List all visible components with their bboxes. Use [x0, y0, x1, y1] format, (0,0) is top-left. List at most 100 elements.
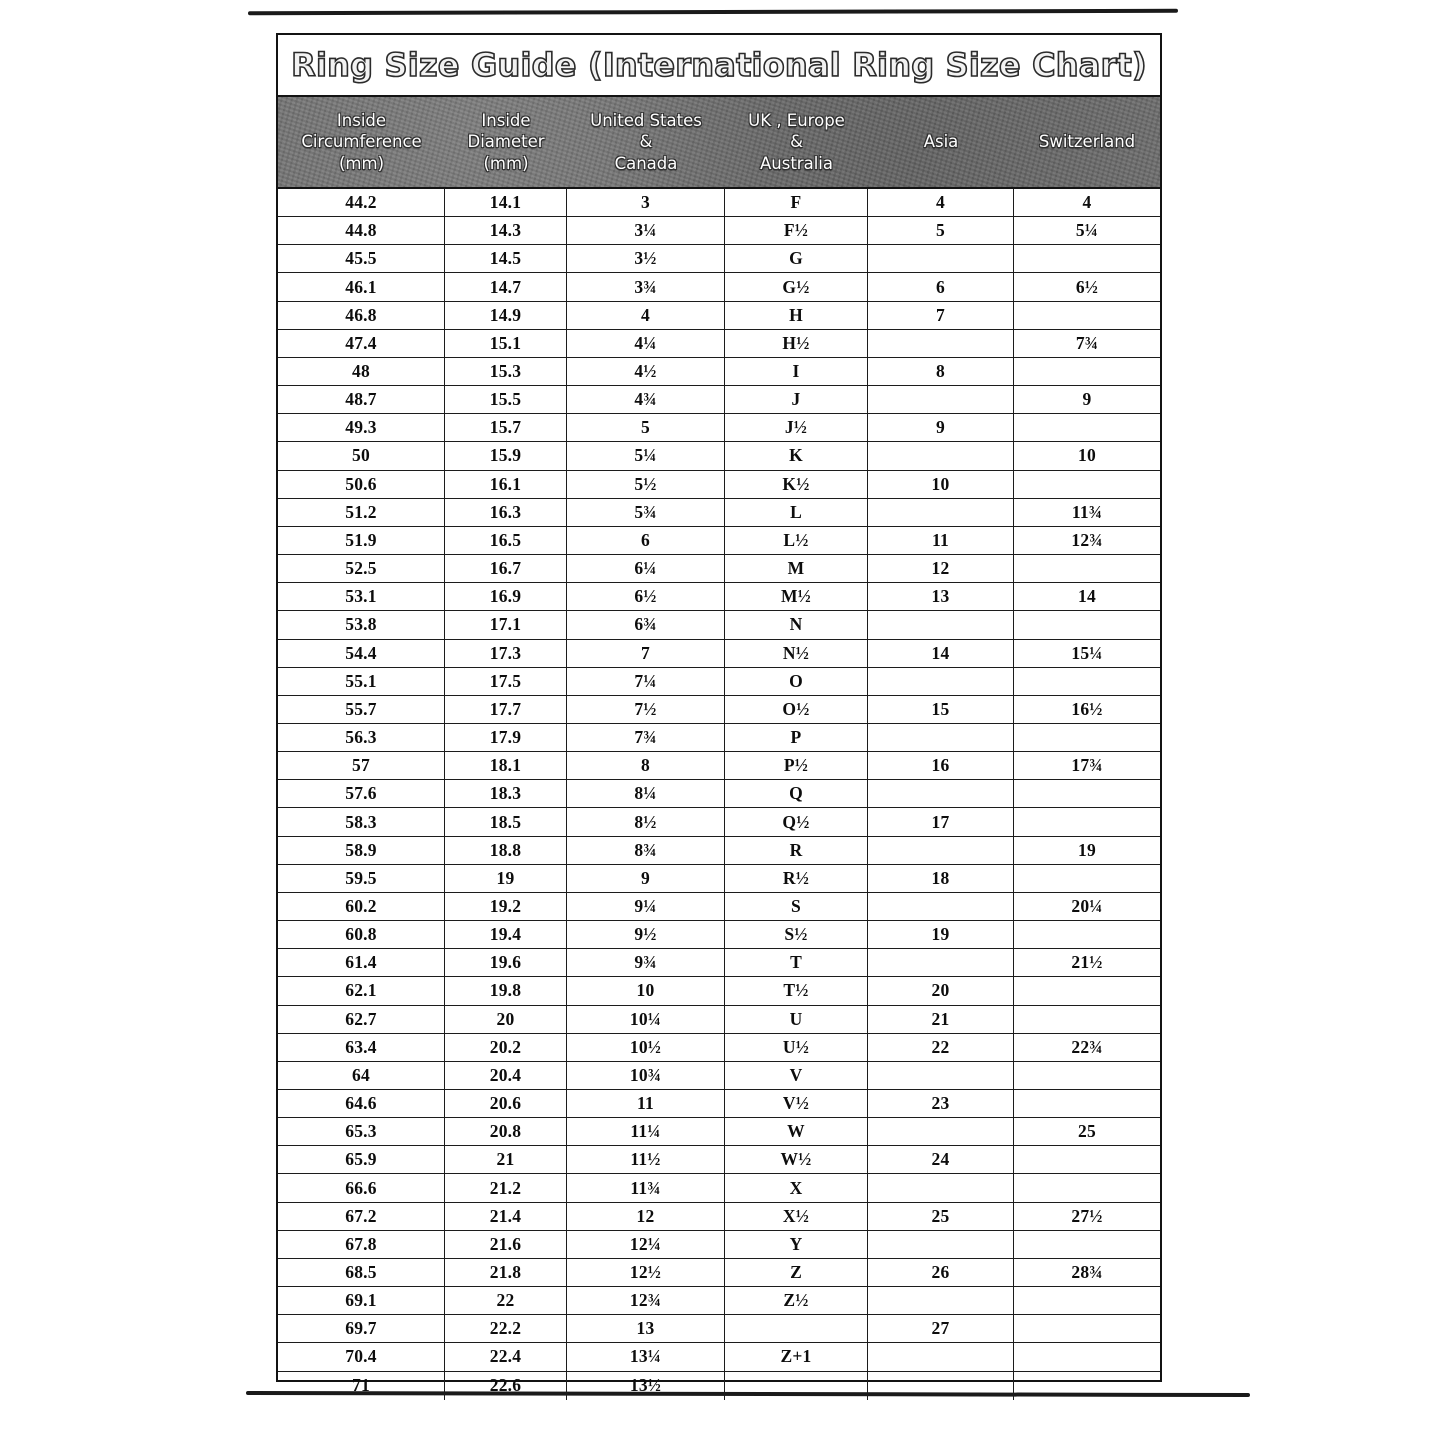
cell-inside-diameter: 17.1 [445, 611, 567, 639]
cell-inside-diameter: 19.4 [445, 921, 567, 949]
table-row: 69.7 22.2 13 27 [278, 1315, 1160, 1344]
cell-uk-europe-australia: S½ [725, 921, 868, 949]
cell-inside-circumference: 67.2 [278, 1202, 445, 1230]
cell-switzerland [1014, 865, 1160, 892]
table-row: 66.6 21.2 11¾ X [278, 1174, 1160, 1203]
cell-us-canada: 12¾ [567, 1287, 725, 1315]
cell-us-canada: 7¾ [567, 723, 725, 752]
cell-asia [868, 245, 1014, 273]
cell-asia: 8 [868, 357, 1014, 386]
cell-uk-europe-australia: U½ [725, 1033, 868, 1061]
cell-us-canada: 9¼ [567, 892, 725, 921]
cell-us-canada: 12¼ [567, 1230, 725, 1258]
cell-inside-diameter: 21 [445, 1146, 567, 1174]
cell-asia: 20 [868, 977, 1014, 1005]
cell-switzerland: 27½ [1071, 1205, 1103, 1226]
cell-us-canada: 10½ [567, 1033, 725, 1061]
cell-us-canada: 10¾ [567, 1061, 725, 1089]
table-row: 64 20.4 10¾ V [278, 1061, 1160, 1090]
cell-asia [868, 1118, 1014, 1146]
cell-uk-europe-australia: V½ [725, 1090, 868, 1118]
table-row: 67.2 21.4 12 X½ 25 27½ [278, 1202, 1160, 1231]
cell-uk-europe-australia: N [725, 611, 868, 639]
cell-asia [868, 1061, 1014, 1089]
cell-asia [868, 723, 1014, 752]
table-row: 45.5 14.5 3½ G [278, 245, 1160, 274]
cell-inside-circumference: 46.8 [278, 301, 445, 329]
cell-us-canada: 8 [567, 752, 725, 780]
cell-inside-circumference: 46.1 [278, 273, 445, 301]
table-row: 54.4 17.3 7 N½ 14 15¼ [278, 639, 1160, 668]
table-row: 58.9 18.8 8¾ R 19 [278, 836, 1160, 865]
cell-inside-diameter: 19.2 [445, 892, 567, 921]
cell-inside-diameter: 18.1 [445, 752, 567, 780]
cell-us-canada: 7¼ [567, 667, 725, 695]
cell-inside-circumference: 64.6 [278, 1090, 445, 1118]
cell-inside-diameter: 18.5 [445, 808, 567, 836]
cell-inside-circumference: 56.3 [278, 723, 445, 752]
cell-asia: 24 [868, 1146, 1014, 1174]
cell-switzerland [1014, 1372, 1160, 1400]
column-header-inside-diameter: Inside Diameter (mm) [467, 111, 545, 173]
column-header-inside-circumference: Inside Circumference (mm) [301, 111, 422, 173]
cell-inside-diameter: 14.9 [445, 301, 567, 329]
cell-uk-europe-australia: M½ [725, 583, 868, 611]
cell-us-canada: 6 [567, 526, 725, 555]
cell-switzerland [1014, 1146, 1160, 1173]
cell-asia: 6 [868, 273, 1014, 301]
cell-inside-diameter: 14.3 [445, 217, 567, 245]
table-row: 53.1 16.9 6½ M½ 13 14 [278, 583, 1160, 612]
cell-inside-circumference: 50.6 [278, 470, 445, 498]
cell-asia [868, 1371, 1014, 1400]
cell-switzerland [1014, 1231, 1160, 1258]
cell-switzerland [1014, 977, 1160, 1004]
cell-uk-europe-australia: S [725, 892, 868, 921]
cell-us-canada: 5¾ [567, 498, 725, 526]
cell-asia [868, 329, 1014, 357]
table-row: 67.8 21.6 12¼ Y [278, 1230, 1160, 1259]
cell-asia: 10 [868, 470, 1014, 498]
cell-switzerland: 20¼ [1071, 895, 1103, 916]
cell-switzerland: 11¾ [1071, 501, 1103, 522]
cell-uk-europe-australia: U [725, 1005, 868, 1033]
cell-inside-circumference: 68.5 [278, 1258, 445, 1287]
cell-us-canada: 11 [567, 1090, 725, 1118]
cell-asia [868, 611, 1014, 639]
cell-asia: 9 [868, 414, 1014, 442]
cell-inside-diameter: 16.3 [445, 498, 567, 526]
cell-us-canada: 8¾ [567, 836, 725, 864]
table-row: 62.1 19.8 10 T½ 20 [278, 977, 1160, 1006]
cell-uk-europe-australia: P½ [725, 752, 868, 780]
cell-inside-circumference: 62.7 [278, 1005, 445, 1033]
cell-uk-europe-australia: G [725, 245, 868, 273]
cell-switzerland: 7¾ [1075, 332, 1099, 353]
cell-asia [868, 1343, 1014, 1371]
cell-asia: 14 [868, 639, 1014, 667]
cell-inside-circumference: 50 [278, 442, 445, 470]
cell-switzerland [1014, 414, 1160, 441]
cell-inside-circumference: 60.2 [278, 892, 445, 921]
cell-inside-circumference: 51.9 [278, 526, 445, 555]
chart-title-bar: Ring Size Guide (International Ring Size… [278, 35, 1160, 97]
table-row: 46.1 14.7 3¾ G½ 6 6½ [278, 273, 1160, 302]
cell-switzerland [1014, 302, 1160, 329]
cell-uk-europe-australia: K½ [725, 470, 868, 498]
cell-switzerland [1014, 668, 1160, 695]
cell-switzerland [1014, 1174, 1160, 1201]
cell-us-canada: 13 [567, 1315, 725, 1343]
table-row: 60.2 19.2 9¼ S 20¼ [278, 892, 1160, 922]
cell-asia [868, 498, 1014, 526]
cell-inside-circumference: 45.5 [278, 245, 445, 273]
cell-asia: 7 [868, 301, 1014, 329]
table-row: 71 22.6 13½ [278, 1371, 1160, 1400]
cell-inside-circumference: 58.3 [278, 808, 445, 836]
cell-uk-europe-australia: I [725, 357, 868, 386]
cell-inside-diameter: 22 [445, 1287, 567, 1315]
cell-us-canada: 5¼ [567, 442, 725, 470]
table-row: 69.1 22 12¾ Z½ [278, 1287, 1160, 1316]
cell-switzerland [1014, 724, 1160, 751]
cell-us-canada: 7½ [567, 695, 725, 723]
cell-us-canada: 7 [567, 639, 725, 667]
cell-asia: 25 [868, 1202, 1014, 1230]
cell-inside-diameter: 17.9 [445, 723, 567, 752]
